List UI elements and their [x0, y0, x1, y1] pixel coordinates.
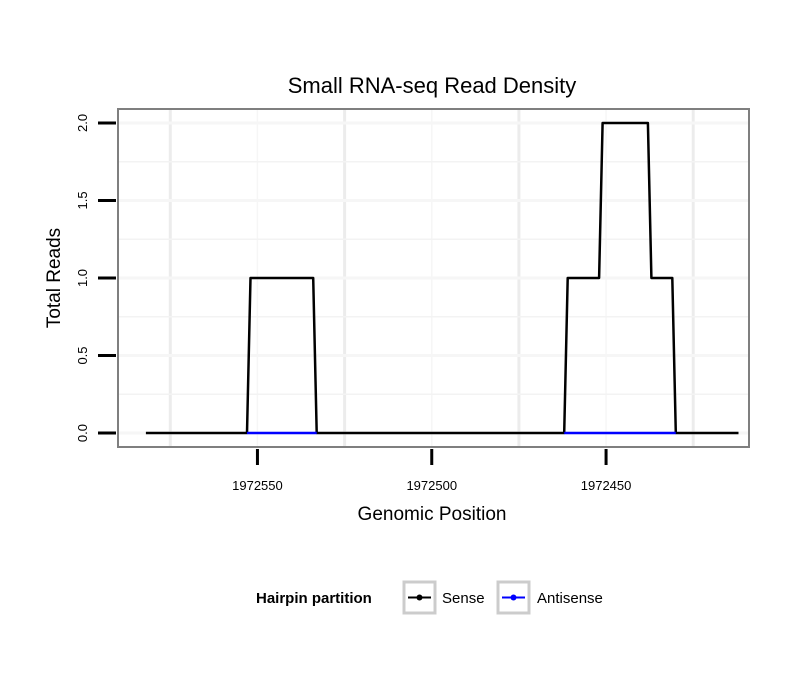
grid [118, 109, 749, 447]
chart-title: Small RNA-seq Read Density [288, 73, 577, 98]
y-axis-title: Total Reads [44, 228, 65, 328]
legend-label-antisense: Antisense [537, 590, 603, 607]
y-tick-label: 2.0 [75, 114, 90, 132]
y-tick-label: 1.5 [75, 191, 90, 209]
y-tick-label: 0.0 [75, 424, 90, 442]
x-tick-label: 1972550 [232, 478, 283, 493]
series-line-sense [145, 121, 739, 435]
legend: Hairpin partition Sense Antisense [256, 580, 603, 615]
x-axis-title: Genomic Position [358, 504, 507, 525]
x-axis: 1972550 1972500 1972450 [232, 449, 631, 493]
y-tick-label: 1.0 [75, 269, 90, 287]
x-tick-label: 1972500 [406, 478, 457, 493]
legend-key-point [416, 594, 423, 601]
series-layer [145, 121, 739, 435]
y-axis: 0.0 0.5 1.0 1.5 2.0 [75, 114, 116, 442]
legend-title: Hairpin partition [256, 590, 372, 607]
x-tick-label: 1972450 [581, 478, 632, 493]
legend-label-sense: Sense [442, 590, 485, 607]
y-tick-label: 0.5 [75, 346, 90, 364]
legend-key-point [510, 594, 517, 601]
plot-panel [117, 108, 750, 448]
